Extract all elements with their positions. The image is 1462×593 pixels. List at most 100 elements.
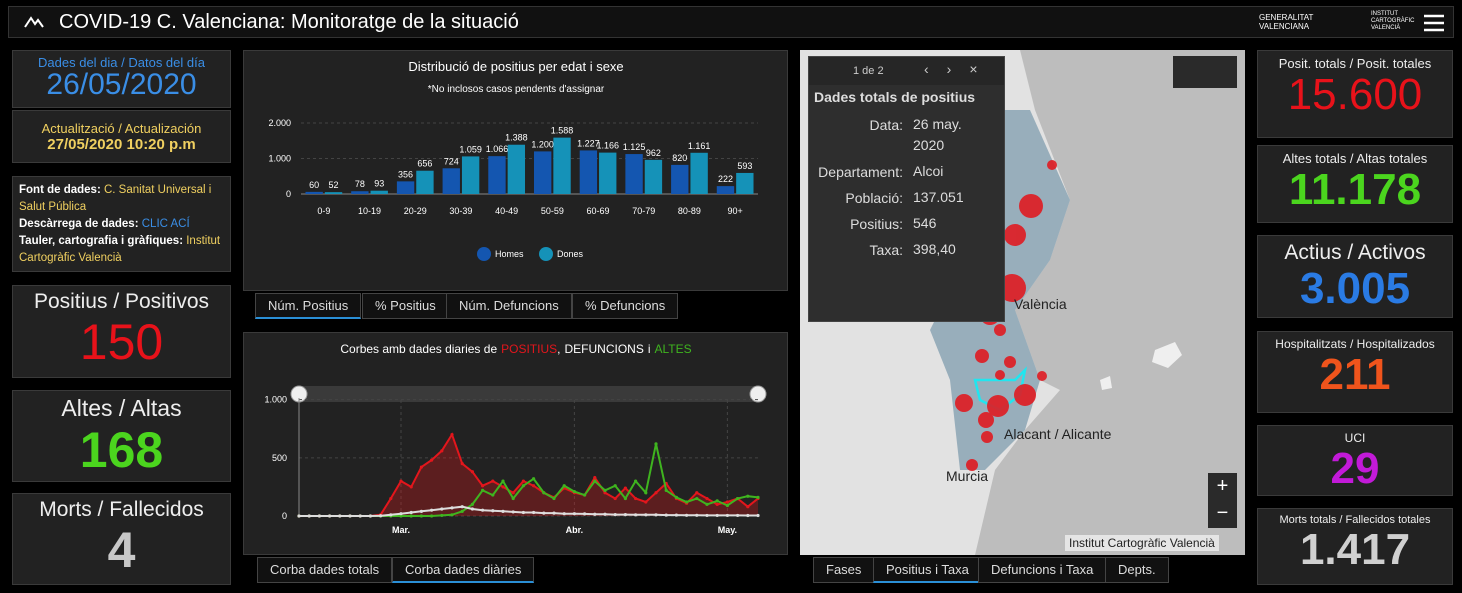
- card-value: 168: [79, 422, 164, 478]
- value-label: 1.200: [531, 139, 554, 149]
- chart-tab[interactable]: % Positius: [362, 293, 449, 319]
- card-label: Altes / Altas: [61, 395, 182, 421]
- bar: [579, 150, 598, 194]
- card-label: Positius / Positivos: [33, 290, 210, 313]
- bar: [396, 181, 415, 194]
- bar: [442, 168, 460, 194]
- line-dot: [521, 479, 525, 483]
- line-dot: [470, 470, 474, 474]
- title-part: Corbes amb dades diaries de: [340, 342, 497, 356]
- popup-title: Dades totals de positius: [814, 89, 976, 105]
- curve-tab[interactable]: Corba dades totals: [257, 557, 393, 583]
- chart-tab[interactable]: Núm. Positius: [255, 293, 362, 319]
- value-label: 1.227: [577, 138, 600, 148]
- line-dot: [736, 513, 740, 518]
- y-tick-label: 2.000: [268, 118, 291, 128]
- logo-icv: INSTITUT CARTOGRÀFIC VALENCIÀ: [1371, 11, 1415, 31]
- source-value: Institut Cartogràfic Valencià: [19, 235, 221, 264]
- update-label: Actualització / Actualización: [41, 121, 202, 136]
- line-dot: [634, 513, 638, 517]
- line-dot: [542, 511, 546, 515]
- bar: [351, 191, 369, 194]
- line-dot: [430, 458, 434, 462]
- source-label: Tauler, cartografia i gràfiques:: [19, 235, 184, 247]
- line-dot: [419, 514, 423, 518]
- chart-subtitle: *No inclosos casos pendents d'assignar: [428, 84, 605, 95]
- map-popup: 1 de 2 ‹›× Dades totals de positius Data…: [808, 56, 1005, 322]
- line-dot: [725, 513, 729, 518]
- line-dot: [593, 476, 597, 480]
- line-dot: [695, 513, 699, 517]
- map-tab[interactable]: Positius i Taxa: [873, 557, 982, 583]
- chart-title: Distribució de positius per edat i sexe: [408, 59, 623, 74]
- bar: [671, 164, 689, 194]
- line-dot: [297, 514, 301, 518]
- map-tools[interactable]: [1173, 56, 1237, 88]
- line-dot: [603, 488, 607, 492]
- map[interactable]: València Alacant / Alicante Murcia Insti…: [800, 50, 1245, 555]
- menu-button[interactable]: [1423, 13, 1445, 33]
- chart-tab[interactable]: % Defuncions: [572, 293, 679, 319]
- line-dot: [623, 496, 627, 501]
- line-dot: [623, 513, 627, 517]
- card-value: 1.417: [1299, 525, 1411, 574]
- place-label: Alacant / Alicante: [1004, 426, 1112, 442]
- source-line: Tauler, cartografia i gràfiques: Institu…: [19, 233, 224, 267]
- title-part: ALTES: [655, 342, 692, 356]
- x-tick-label: 0-9: [317, 206, 330, 216]
- card-value: 29: [1330, 444, 1380, 493]
- place-label: Murcia: [946, 468, 989, 484]
- x-tick-label: 20-29: [404, 206, 427, 216]
- logo-gva: GENERALITAT VALENCIANA: [1259, 13, 1314, 31]
- bar: [324, 192, 343, 194]
- value-label: 1.588: [551, 126, 574, 136]
- field-value: 26 may. 2020: [913, 116, 962, 153]
- card-label: Posit. totals / Posit. totales: [1278, 56, 1432, 71]
- bar: [644, 159, 663, 194]
- curve-tab[interactable]: Corba dades diàries: [392, 557, 535, 583]
- line-dot: [348, 514, 352, 518]
- field-value: 137.051: [913, 189, 964, 205]
- line-dot: [501, 509, 505, 513]
- card-value: 150: [79, 314, 164, 370]
- field-label: Població:: [845, 190, 903, 206]
- line-dot: [399, 514, 403, 518]
- download-link[interactable]: CLIC ACÍ: [141, 218, 190, 230]
- value-label: 52: [329, 180, 339, 190]
- map-tab[interactable]: Fases: [813, 557, 875, 583]
- bar: [599, 152, 617, 194]
- chart-tab[interactable]: Núm. Defuncions: [446, 293, 572, 319]
- line-dot: [368, 514, 372, 518]
- line-dot: [450, 513, 454, 517]
- total-card: UCI 29: [1257, 425, 1453, 496]
- line-dot: [572, 512, 576, 516]
- popup-field: Data: 26 may. 2020: [809, 116, 1004, 156]
- map-tab[interactable]: Defuncions i Taxa: [978, 557, 1107, 583]
- line-dot: [552, 496, 556, 501]
- popup-nav[interactable]: ‹›×: [924, 61, 996, 77]
- map-tab[interactable]: Depts.: [1105, 557, 1169, 583]
- line-dot: [532, 484, 536, 488]
- value-label: 1.388: [505, 133, 528, 143]
- chart-title: Corbes amb dades diaries de POSITIUS, DEFU…: [340, 342, 691, 356]
- total-card: Posit. totals / Posit. totales 15.600: [1257, 50, 1453, 138]
- card-label: Actius / Activos: [1284, 241, 1426, 264]
- date-box: Dades del dia / Datos del día 26/05/2020: [12, 50, 231, 108]
- bar: [507, 144, 526, 194]
- line-dot: [491, 493, 495, 497]
- x-tick-label: 80-89: [678, 206, 701, 216]
- x-tick-label: 50-59: [541, 206, 564, 216]
- popup-field: Població: 137.051: [809, 189, 1004, 208]
- line-dot: [705, 496, 709, 501]
- line-dot: [470, 507, 474, 511]
- line-dot: [419, 509, 423, 513]
- bar: [533, 151, 552, 194]
- field-value: Alcoi: [913, 163, 944, 179]
- y-tick-label: 500: [272, 453, 287, 463]
- line-dot: [634, 496, 638, 501]
- x-tick-label: 60-69: [587, 206, 610, 216]
- card-label: Morts / Fallecidos: [39, 498, 204, 521]
- value-label: 656: [417, 159, 432, 169]
- zoom-buttons[interactable]: + −: [1208, 473, 1237, 528]
- value-label: 60: [309, 180, 319, 190]
